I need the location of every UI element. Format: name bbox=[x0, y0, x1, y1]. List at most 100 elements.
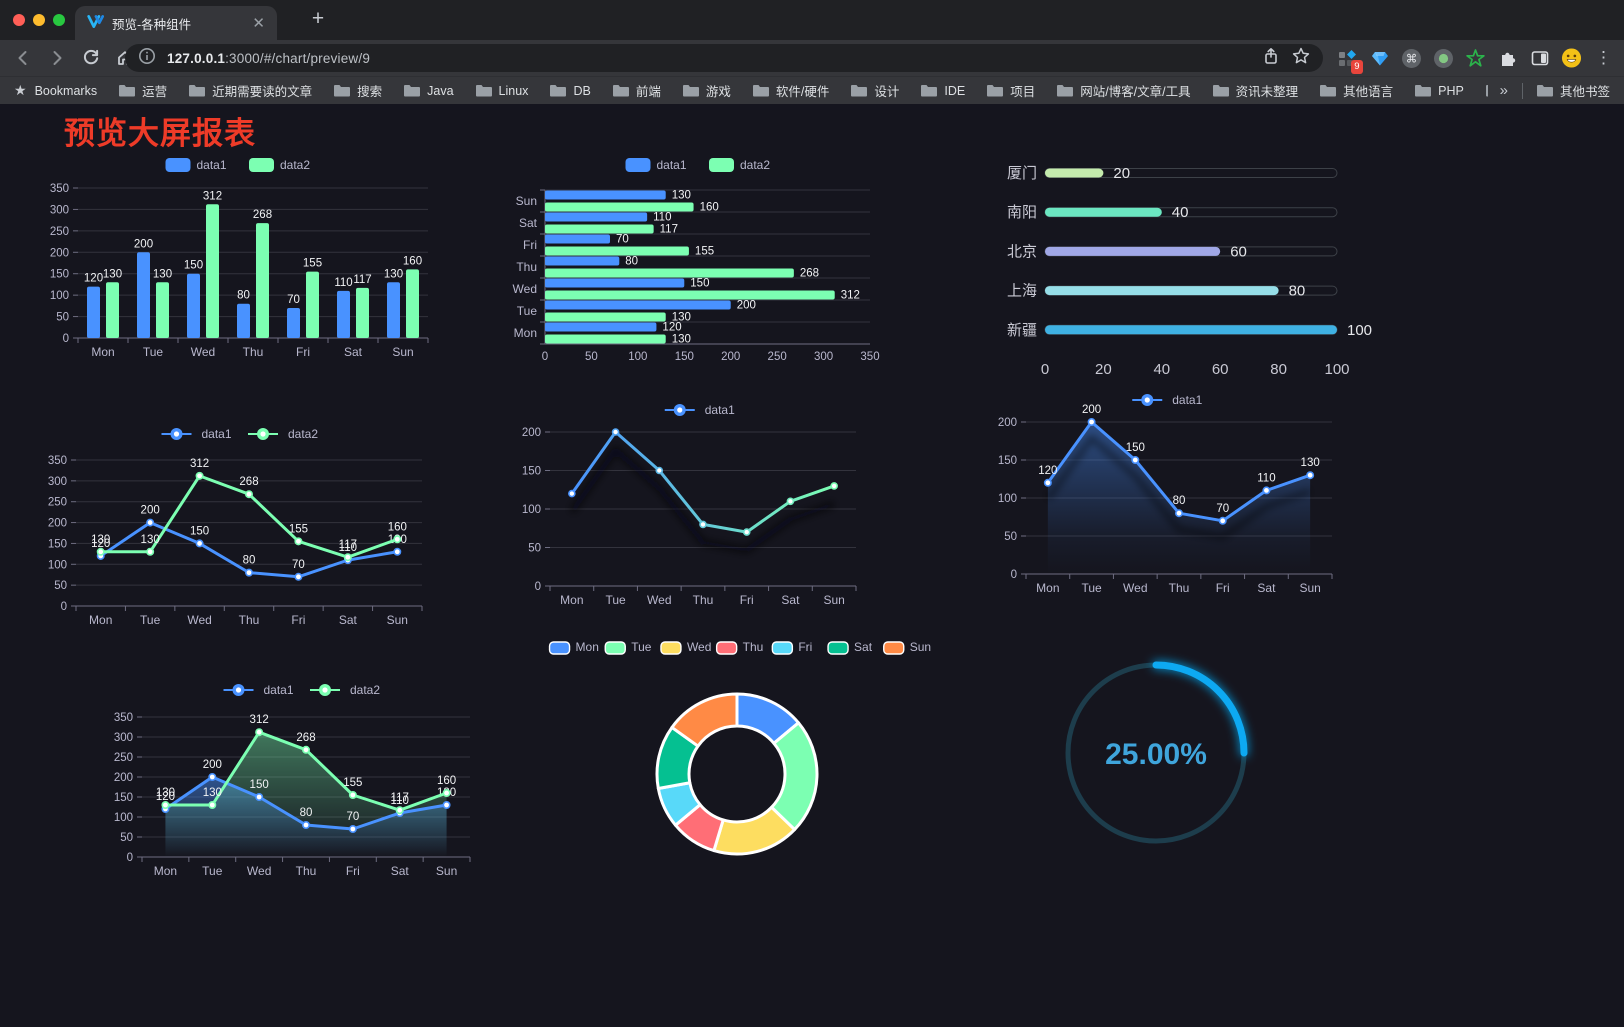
bookmark-folder[interactable]: DB bbox=[550, 81, 591, 100]
svg-text:Mon: Mon bbox=[91, 345, 114, 359]
svg-text:110: 110 bbox=[653, 212, 671, 224]
svg-text:200: 200 bbox=[721, 351, 740, 363]
bookmark-folder[interactable]: IDE bbox=[921, 81, 965, 100]
extension-command-icon[interactable]: ⌘ bbox=[1401, 48, 1422, 69]
extension-grid-diamond-icon[interactable]: 9 bbox=[1337, 48, 1363, 74]
bookmark-folder[interactable]: 网站/博客/文章/工具 bbox=[1057, 81, 1191, 100]
svg-text:70: 70 bbox=[616, 234, 629, 246]
chart-area-two-series[interactable]: 0 50 100 150 200 250 300 350 Mon Tue Wed Thu Fri Sat S… bbox=[92, 680, 512, 960]
browser-menu-icon[interactable]: ⋮ bbox=[1595, 48, 1612, 67]
svg-text:150: 150 bbox=[675, 351, 694, 363]
chart-donut-pie[interactable]: Mon Tue Wed Thu Fri Sat Sun bbox=[545, 634, 935, 964]
reload-button[interactable] bbox=[78, 45, 104, 71]
chart-line-gradient[interactable]: 0 50 100 150 200 Mon Tue Wed Thu Fri Sat Sun data1 bbox=[500, 400, 900, 675]
svg-text:300: 300 bbox=[50, 204, 69, 216]
svg-text:312: 312 bbox=[203, 190, 222, 202]
bookmark-folder[interactable]: 资讯未整理 bbox=[1212, 81, 1298, 100]
bookmark-folder[interactable]: 项目 bbox=[987, 81, 1035, 100]
chart-horizontal-bar[interactable]: 0 50 100 150 200 250 300 350 Sun 130 160 Sat 110 117 F… bbox=[500, 150, 900, 420]
svg-text:Wed: Wed bbox=[1123, 581, 1147, 595]
bookmark-folder[interactable]: PHP bbox=[1415, 81, 1464, 100]
svg-text:200: 200 bbox=[114, 772, 133, 784]
bookmark-folder[interactable]: 游戏 bbox=[682, 81, 731, 100]
browser-tab[interactable]: 预览-各种组件 ✕ bbox=[75, 6, 277, 40]
share-icon[interactable] bbox=[1261, 46, 1281, 71]
back-button[interactable] bbox=[10, 45, 36, 71]
svg-text:160: 160 bbox=[700, 202, 719, 214]
svg-text:Wed: Wed bbox=[687, 640, 711, 654]
tab-close-icon[interactable]: ✕ bbox=[252, 15, 265, 32]
svg-text:50: 50 bbox=[54, 580, 67, 592]
other-bookmarks-folder[interactable]: 其他书签 bbox=[1536, 81, 1610, 100]
bookmark-folder[interactable]: 设计 bbox=[851, 81, 899, 100]
window-minimize-button[interactable] bbox=[33, 14, 45, 26]
chart-gauge-progress[interactable]: 25.00% bbox=[1046, 643, 1266, 863]
svg-text:130: 130 bbox=[672, 190, 691, 202]
bookmark-folder[interactable]: Linux bbox=[475, 81, 528, 100]
svg-text:Sun: Sun bbox=[436, 864, 457, 878]
page-info-icon[interactable] bbox=[137, 46, 157, 71]
window-close-button[interactable] bbox=[13, 14, 25, 26]
bookmark-folder[interactable]: 近期需要读的文章 bbox=[189, 81, 312, 100]
chart-grouped-bar[interactable]: 0 50 100 150 200 250 300 350 Mon Tue Wed Thu Fri Sat S… bbox=[30, 150, 450, 420]
svg-text:Sat: Sat bbox=[781, 593, 800, 607]
sidebar-toggle-icon[interactable] bbox=[1529, 48, 1550, 69]
new-tab-button[interactable]: + bbox=[311, 7, 325, 30]
bookmark-folder[interactable]: 运营 bbox=[119, 81, 167, 100]
svg-text:100: 100 bbox=[998, 493, 1017, 505]
svg-text:200: 200 bbox=[134, 238, 153, 250]
svg-text:150: 150 bbox=[250, 779, 269, 791]
chart-line-two-series[interactable]: 0 50 100 150 200 250 300 350 Mon Tue Wed Thu Fri Sat S… bbox=[30, 424, 450, 699]
svg-text:Mon: Mon bbox=[89, 613, 112, 627]
svg-text:200: 200 bbox=[1082, 404, 1101, 416]
bookmark-folder[interactable]: 文件服务器 bbox=[1485, 81, 1488, 100]
chart-progress-bars[interactable]: 厦门 20 南阳 40 北京 60 上海 80 新疆 100 0 20 40 60 80 100 bbox=[985, 152, 1372, 402]
bookmark-folder[interactable]: 软件/硬件 bbox=[752, 81, 829, 100]
window-controls bbox=[13, 14, 65, 26]
chart-area-single-series[interactable]: 0 50 100 150 200 Mon Tue Wed Thu Fri Sat Sun 120 200 1… bbox=[980, 390, 1355, 660]
bookmarks-bar: ★ Bookmarks 运营 近期需要读的文章 搜索 Java Linux DB 前端 游戏 软… bbox=[0, 76, 1624, 104]
bookmark-folder[interactable]: 前端 bbox=[612, 81, 661, 100]
bookmark-star-icon[interactable] bbox=[1291, 46, 1311, 71]
svg-text:Sat: Sat bbox=[1257, 581, 1276, 595]
bookmark-folder[interactable]: 搜索 bbox=[334, 81, 382, 100]
svg-text:268: 268 bbox=[239, 476, 258, 488]
extension-green-star-icon[interactable] bbox=[1465, 48, 1486, 69]
bookmark-folder[interactable]: Java bbox=[404, 81, 454, 100]
svg-text:100: 100 bbox=[1347, 322, 1372, 339]
svg-text:Sun: Sun bbox=[823, 593, 844, 607]
svg-text:120: 120 bbox=[1038, 465, 1057, 477]
svg-text:200: 200 bbox=[998, 417, 1017, 429]
svg-text:150: 150 bbox=[184, 260, 203, 272]
profile-avatar[interactable] bbox=[1561, 48, 1582, 69]
svg-text:Wed: Wed bbox=[247, 864, 271, 878]
svg-text:data2: data2 bbox=[350, 683, 380, 697]
url-bar[interactable]: 127.0.0.1:3000/#/chart/preview/9 bbox=[125, 44, 1323, 72]
svg-text:300: 300 bbox=[114, 732, 133, 744]
svg-text:100: 100 bbox=[50, 290, 69, 302]
bookmarks-label[interactable]: Bookmarks bbox=[34, 83, 98, 98]
svg-text:Fri: Fri bbox=[291, 613, 305, 627]
bookmarks-star-icon[interactable]: ★ bbox=[14, 82, 27, 98]
svg-text:25.00%: 25.00% bbox=[1105, 738, 1207, 771]
extensions-puzzle-icon[interactable] bbox=[1497, 48, 1518, 69]
svg-text:100: 100 bbox=[1324, 361, 1349, 378]
svg-text:Fri: Fri bbox=[296, 345, 310, 359]
extensions-area: 9 ⌘ ⋮ bbox=[1337, 40, 1614, 76]
forward-button[interactable] bbox=[44, 45, 70, 71]
svg-text:Fri: Fri bbox=[740, 593, 754, 607]
svg-text:160: 160 bbox=[437, 775, 456, 787]
svg-text:120: 120 bbox=[91, 538, 110, 550]
window-maximize-button[interactable] bbox=[53, 14, 65, 26]
svg-text:80: 80 bbox=[1173, 495, 1186, 507]
bookmark-folder[interactable]: 其他语言 bbox=[1320, 81, 1393, 100]
svg-text:150: 150 bbox=[114, 792, 133, 804]
extension-gem-icon[interactable] bbox=[1369, 48, 1390, 69]
url-path: :3000/#/chart/preview/9 bbox=[225, 50, 371, 66]
tab-title: 预览-各种组件 bbox=[112, 17, 192, 32]
bookmarks-overflow-chevron[interactable]: » bbox=[1499, 82, 1508, 99]
extension-record-dot-icon[interactable] bbox=[1433, 48, 1454, 69]
svg-text:Thu: Thu bbox=[243, 345, 264, 359]
svg-text:厦门: 厦门 bbox=[1007, 165, 1037, 182]
svg-text:250: 250 bbox=[768, 351, 787, 363]
